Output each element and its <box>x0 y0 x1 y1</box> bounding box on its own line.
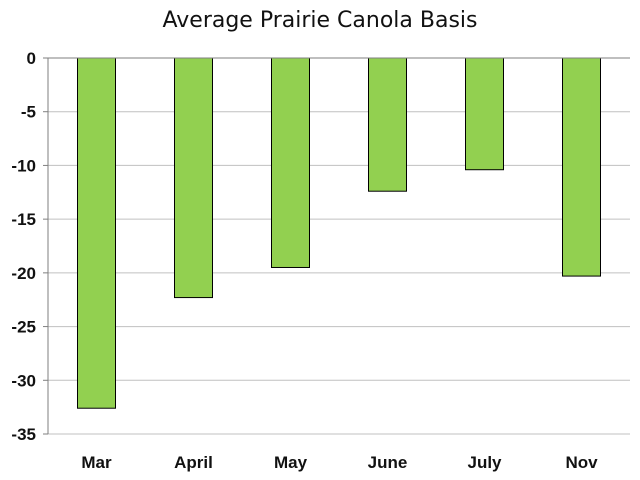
bar-may <box>271 57 310 268</box>
x-tick-label: June <box>368 453 408 472</box>
bar-nov <box>562 57 601 277</box>
chart-title: Average Prairie Canola Basis <box>162 8 478 33</box>
axes <box>43 57 630 435</box>
x-tick-label: July <box>467 453 502 472</box>
bars <box>77 57 601 409</box>
y-tick-label: -10 <box>11 156 36 175</box>
bar-mar <box>77 57 116 409</box>
x-tick-label: Mar <box>81 453 112 472</box>
x-tick-label: April <box>174 453 213 472</box>
y-tick-label: -35 <box>11 425 36 444</box>
y-tick-labels: 0 -5 -10 -15 -20 -25 -30 -35 <box>11 49 36 444</box>
x-tick-label: Nov <box>565 453 598 472</box>
bar-july <box>465 57 504 171</box>
y-tick-label: 0 <box>27 49 36 68</box>
y-tick-label: -5 <box>21 103 36 122</box>
x-tick-labels: Mar April May June July Nov <box>81 453 598 472</box>
y-tick-label: -15 <box>11 210 36 229</box>
gridlines <box>48 111 630 435</box>
y-tick-label: -30 <box>11 371 36 390</box>
y-tick-label: -25 <box>11 318 36 337</box>
bar-april <box>174 57 213 299</box>
bar-june <box>368 57 407 192</box>
x-tick-label: May <box>274 453 308 472</box>
y-tick-label: -20 <box>11 264 36 283</box>
